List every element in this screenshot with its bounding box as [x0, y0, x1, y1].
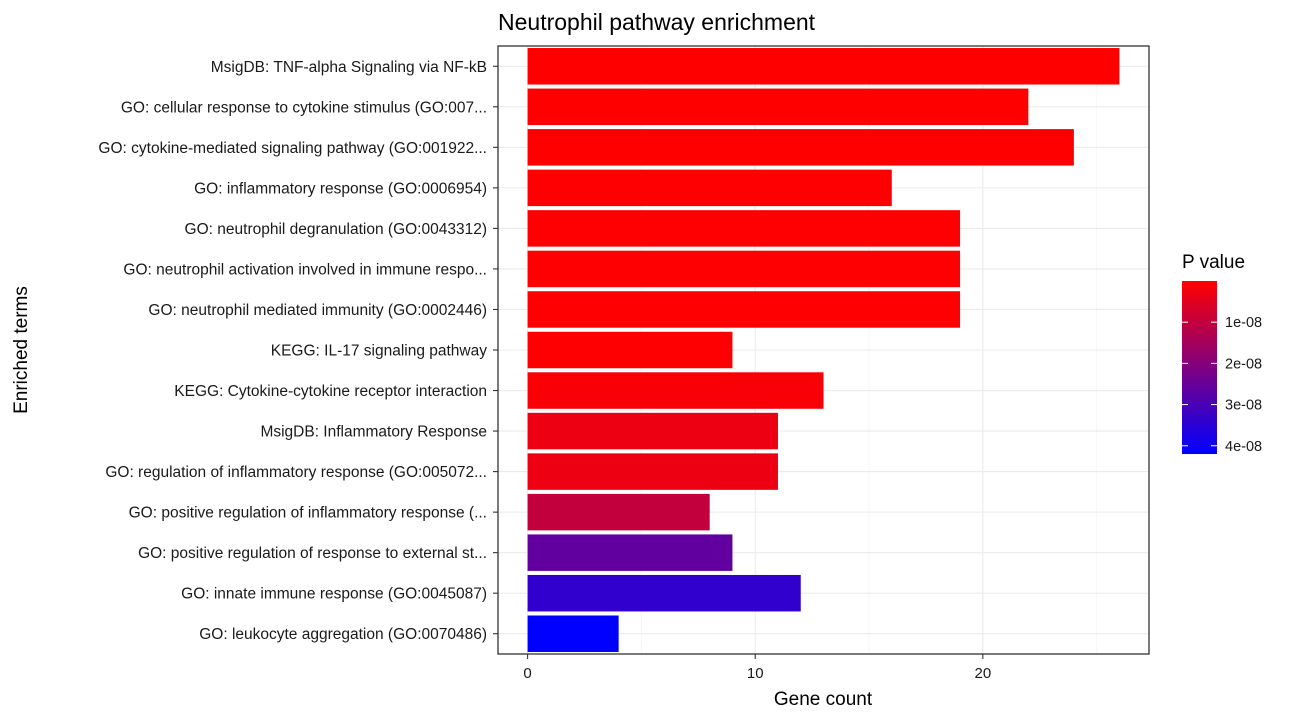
y-tick-label-2: GO: cytokine-mediated signaling pathway … [98, 140, 487, 157]
legend-tick-label-1: 2e-08 [1225, 356, 1262, 372]
y-tick-label-0: MsigDB: TNF-alpha Signaling via NF-kB [211, 59, 487, 76]
bar-8 [527, 372, 824, 409]
x-tick-label-0: 0 [523, 665, 531, 682]
y-tick-label-1: GO: cellular response to cytokine stimul… [121, 99, 487, 116]
y-axis-title: Enriched terms [11, 286, 32, 414]
y-tick-label-14: GO: leukocyte aggregation (GO:0070486) [199, 626, 487, 643]
x-tick-labels: 0 10 20 [523, 654, 991, 682]
legend-tick-label-2: 3e-08 [1225, 398, 1262, 414]
bar-14 [527, 615, 619, 652]
y-tick-label-4: GO: neutrophil degranulation (GO:0043312… [185, 221, 487, 238]
y-tick-label-5: GO: neutrophil activation involved in im… [123, 261, 487, 278]
y-tick-label-12: GO: positive regulation of response to e… [138, 545, 487, 562]
y-tick-label-10: GO: regulation of inflammatory response … [105, 464, 487, 481]
legend-title: P value [1182, 252, 1245, 273]
x-axis-title: Gene count [774, 689, 873, 710]
bar-1 [527, 88, 1029, 126]
bar-9 [527, 412, 778, 450]
x-tick-label-2: 20 [974, 665, 991, 682]
bar-0 [527, 48, 1120, 85]
x-tick-label-1: 10 [747, 665, 764, 682]
bar-13 [527, 574, 801, 612]
legend-tick-label-3: 4e-08 [1225, 439, 1262, 455]
bar-4 [527, 210, 961, 247]
y-tick-label-3: GO: inflammatory response (GO:0006954) [194, 180, 487, 197]
bar-11 [527, 493, 710, 531]
bar-7 [527, 331, 733, 369]
y-tick-label-9: MsigDB: Inflammatory Response [260, 424, 487, 441]
y-tick-labels: MsigDB: TNF-alpha Signaling via NF-kB GO:… [98, 59, 498, 643]
legend-ticks: 1e-08 2e-08 3e-08 4e-08 [1182, 315, 1262, 455]
legend-colorbar [1182, 281, 1217, 454]
bar-5 [527, 250, 961, 288]
bar-10 [527, 453, 778, 490]
y-tick-label-8: KEGG: Cytokine-cytokine receptor interac… [174, 383, 487, 400]
bar-6 [527, 291, 961, 328]
legend: P value 1e-08 2e-08 3e-08 4e-08 [1182, 252, 1262, 455]
bar-2 [527, 129, 1074, 166]
legend-tick-label-0: 1e-08 [1225, 315, 1262, 331]
y-tick-label-6: GO: neutrophil mediated immunity (GO:000… [148, 302, 487, 319]
y-tick-label-11: GO: positive regulation of inflammatory … [129, 505, 487, 522]
chart-title: Neutrophil pathway enrichment [498, 9, 816, 35]
bars-group [527, 48, 1120, 652]
y-tick-label-7: KEGG: IL-17 signaling pathway [271, 343, 488, 360]
bar-3 [527, 169, 892, 207]
y-tick-label-13: GO: innate immune response (GO:0045087) [181, 586, 487, 603]
bar-12 [527, 534, 733, 571]
